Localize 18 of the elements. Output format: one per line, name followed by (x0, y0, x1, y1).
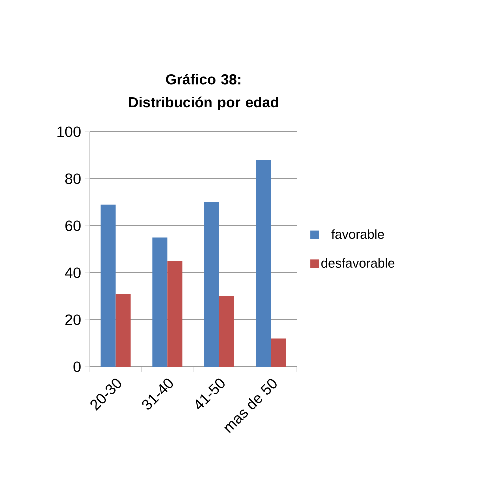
bar (219, 296, 234, 367)
legend-label: favorable (332, 230, 384, 240)
bar (116, 294, 131, 367)
y-tick-label: 40 (65, 268, 81, 278)
x-tick-label: mas de 50 (224, 379, 277, 434)
y-tick-label: 100 (58, 126, 81, 138)
bar (152, 238, 168, 367)
bar (256, 160, 272, 367)
bar (100, 204, 116, 367)
y-tick-label: 0 (74, 362, 81, 372)
chart-title: Gráfico 38: Distribución por edad (129, 74, 278, 110)
bar (204, 202, 220, 367)
y-tick-label: 80 (66, 174, 81, 184)
bar (168, 261, 183, 367)
legend-label: desfavorable (322, 258, 395, 268)
y-tick-label: 60 (66, 220, 81, 232)
bar (271, 338, 286, 367)
y-tick-label: 20 (66, 314, 81, 326)
